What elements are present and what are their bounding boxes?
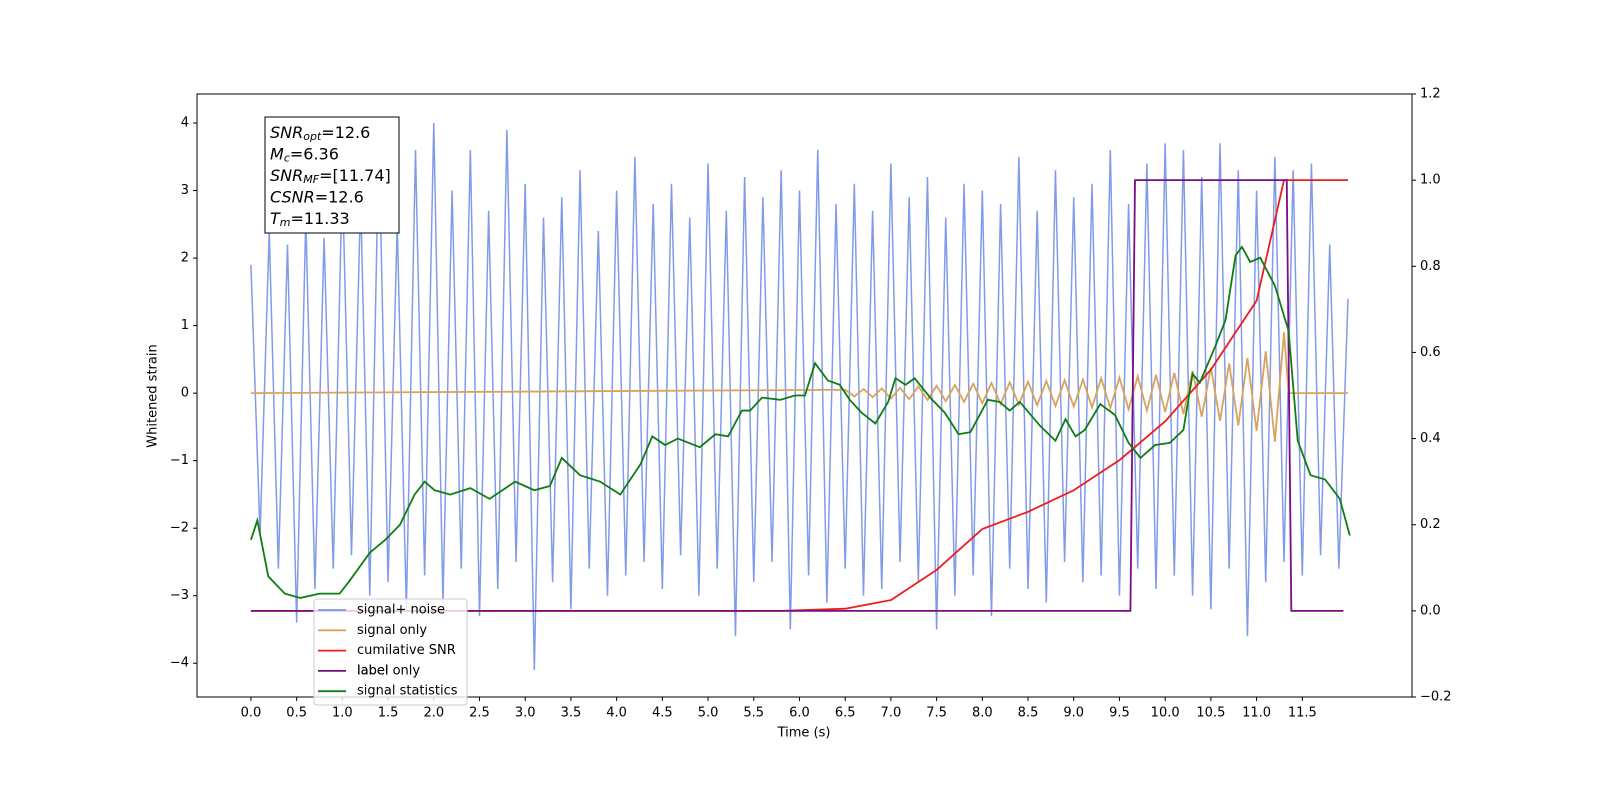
annotation-line: SNRopt=12.6	[270, 123, 370, 144]
annotation-line: CSNR=12.6	[270, 187, 364, 206]
annotation-sub: m	[280, 216, 291, 229]
annotation-sub: opt	[303, 130, 322, 143]
x-tick-label: 10.5	[1196, 706, 1225, 721]
annotation-main: T	[270, 209, 281, 228]
y-tick-label: 4	[181, 116, 189, 131]
y-tick-label: 0	[181, 386, 189, 401]
x-tick-label: 1.5	[378, 706, 399, 721]
annotation-sub: MF	[303, 173, 319, 186]
x-tick-label: 3.5	[561, 706, 582, 721]
x-tick-label: 1.0	[332, 706, 353, 721]
y-tick-label: 2	[181, 251, 189, 266]
y2-tick-label: 0.6	[1420, 345, 1441, 360]
legend-label: signal+ noise	[357, 603, 445, 618]
x-tick-label: 3.0	[515, 706, 536, 721]
x-tick-label: 8.5	[1018, 706, 1039, 721]
x-tick-label: 8.0	[972, 706, 993, 721]
annotation-rest: =12.6	[315, 187, 364, 206]
x-tick-label: 4.5	[652, 706, 673, 721]
x-tick-label: 5.0	[698, 706, 719, 721]
x-tick-label: 11.5	[1288, 706, 1317, 721]
legend-label: label only	[357, 663, 420, 678]
series-line	[250, 179, 1349, 612]
annotation-box: SNRopt=12.6Mc=6.36SNRMF=[11.74]CSNR=12.6…	[264, 116, 400, 234]
annotation-main: SNR	[270, 166, 303, 185]
x-axis-label: Time (s)	[777, 726, 831, 741]
x-tick-label: 6.0	[789, 706, 810, 721]
y2-tick-label: 0.8	[1420, 259, 1441, 274]
x-tick-label: 0.5	[286, 706, 307, 721]
y2-tick-label: 0.2	[1420, 517, 1441, 532]
x-tick-label: 11.0	[1242, 706, 1271, 721]
annotation-rest: =[11.74]	[319, 166, 391, 185]
legend-label: signal statistics	[357, 684, 458, 699]
annotation-main: CSNR	[270, 187, 315, 206]
x-tick-label: 9.5	[1109, 706, 1130, 721]
y-tick-label: −3	[170, 588, 189, 603]
x-tick-label: 9.0	[1063, 706, 1084, 721]
annotation-main: M	[270, 144, 284, 163]
annotation-line: Mc=6.36	[270, 144, 339, 165]
annotation-rest: =12.6	[321, 123, 370, 142]
annotation-main: SNR	[270, 123, 303, 142]
x-tick-label: 7.5	[926, 706, 947, 721]
annotation-frame	[264, 116, 400, 234]
x-tick-label: 10.0	[1151, 706, 1180, 721]
x-tick-label: 6.5	[835, 706, 856, 721]
plot-frame	[196, 93, 1413, 698]
series-line	[250, 179, 1344, 612]
y2-tick-label: 0.4	[1420, 431, 1441, 446]
y-axis-label: Whitened strain	[146, 344, 161, 447]
y-tick-label: 1	[181, 318, 189, 333]
legend-label: cumilative SNR	[357, 643, 456, 658]
series-line	[250, 245, 1351, 599]
x-tick-label: 2.0	[423, 706, 444, 721]
legend-label: signal only	[357, 623, 427, 638]
x-tick-label: 5.5	[743, 706, 764, 721]
x-tick-label: 7.0	[881, 706, 902, 721]
legend-label: label	[357, 663, 388, 678]
annotation-sub: c	[284, 152, 290, 165]
annotation-line: Tm=11.33	[270, 209, 350, 230]
x-tick-label: 4.0	[606, 706, 627, 721]
y2-tick-label: −0.2	[1420, 690, 1452, 705]
y2-tick-label: 1.2	[1420, 87, 1441, 102]
y2-tick-label: 0.0	[1420, 603, 1441, 618]
legend: signal+ noise signal only cumilative SNR la…	[313, 598, 468, 706]
y-tick-label: −2	[170, 521, 189, 536]
x-tick-label: 0.0	[241, 706, 262, 721]
y-tick-label: −1	[170, 453, 189, 468]
y-tick-label: 3	[181, 183, 189, 198]
series-line	[250, 123, 1349, 671]
x-tick-label: 2.5	[469, 706, 490, 721]
y2-tick-label: 1.0	[1420, 173, 1441, 188]
series-line	[250, 332, 1349, 442]
legend-frame	[313, 598, 468, 706]
annotation-rest: =11.33	[291, 209, 350, 228]
annotation-line: SNRMF=[11.74]	[270, 166, 391, 187]
annotation-rest: =6.36	[290, 144, 339, 163]
y-tick-label: −4	[170, 656, 189, 671]
